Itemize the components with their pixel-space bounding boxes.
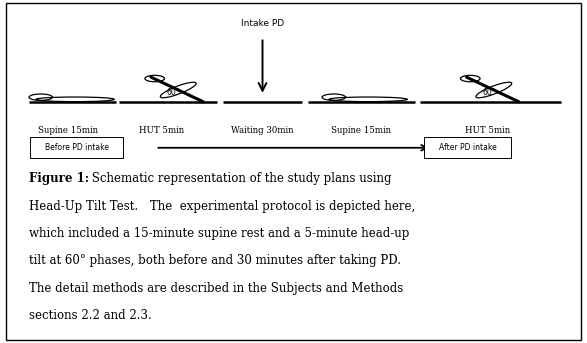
Text: After PD intake: After PD intake — [440, 143, 497, 152]
Text: The detail methods are described in the Subjects and Methods: The detail methods are described in the … — [29, 282, 403, 295]
Text: which included a 15-minute supine rest and a 5-minute head-up: which included a 15-minute supine rest a… — [29, 227, 409, 240]
Text: Before PD intake: Before PD intake — [45, 143, 109, 152]
Text: 60°: 60° — [167, 88, 180, 97]
Text: Head-Up Tilt Test. The  experimental protocol is depicted here,: Head-Up Tilt Test. The experimental prot… — [29, 200, 415, 213]
Text: HUT 5min: HUT 5min — [465, 126, 511, 135]
Text: Schematic representation of the study plans using: Schematic representation of the study pl… — [88, 172, 392, 185]
Text: Figure 1:: Figure 1: — [29, 172, 89, 185]
Text: Supine 15min: Supine 15min — [331, 126, 391, 135]
Text: Intake PD: Intake PD — [241, 19, 284, 28]
Text: tilt at 60° phases, both before and 30 minutes after taking PD.: tilt at 60° phases, both before and 30 m… — [29, 254, 401, 267]
Text: 60°: 60° — [483, 88, 496, 97]
FancyBboxPatch shape — [30, 137, 123, 158]
Text: sections 2.2 and 2.3.: sections 2.2 and 2.3. — [29, 309, 151, 322]
Text: HUT 5min: HUT 5min — [139, 126, 184, 135]
FancyBboxPatch shape — [424, 137, 511, 158]
Text: Supine 15min: Supine 15min — [38, 126, 98, 135]
Text: Waiting 30min: Waiting 30min — [231, 126, 294, 135]
